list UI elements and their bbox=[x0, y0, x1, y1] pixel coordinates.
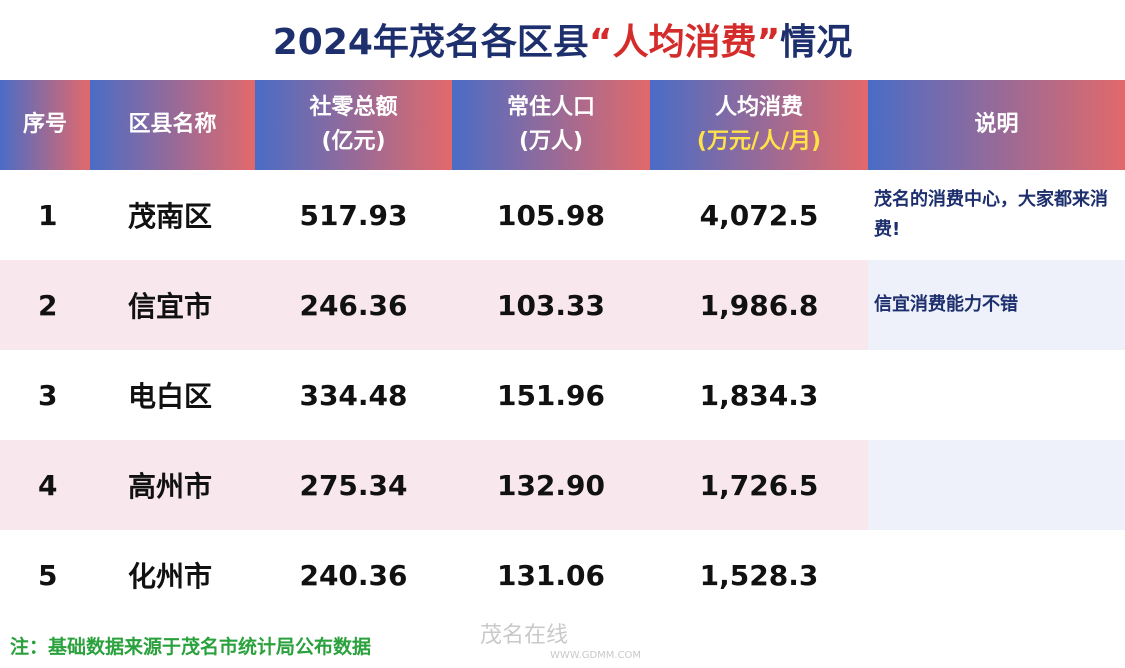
header-cell: 说明 bbox=[868, 80, 1125, 170]
table-row: 5 化州市 240.36 131.06 1,528.3 bbox=[0, 530, 1125, 620]
header-cell: 序号 bbox=[0, 80, 90, 170]
header-label: 序号 bbox=[22, 112, 67, 137]
table-cell: 4 bbox=[0, 440, 90, 530]
table-cell: 105.98 bbox=[496, 198, 606, 232]
header-label: 人均消费 bbox=[714, 95, 803, 120]
table-cell bbox=[868, 440, 1125, 530]
table-cell: 1,986.8 bbox=[650, 260, 868, 350]
header-cell: 常住人口 (万人) bbox=[452, 80, 650, 170]
table-cell: 246.36 bbox=[255, 260, 452, 350]
title-prefix: 2024年茂名各区县 bbox=[272, 22, 589, 63]
table-cell bbox=[868, 350, 1125, 440]
header-label: 说明 bbox=[974, 112, 1019, 137]
note: 注：基础数据来源于茂名市统计局公布数据 bbox=[10, 636, 372, 658]
table-cell: 信宜市 bbox=[90, 260, 255, 350]
header-label: 常住人口 bbox=[506, 95, 595, 120]
table-cell: 茂名的消费中心，大家都来消费! bbox=[868, 170, 1125, 260]
table-row: 4 高州市 275.34 132.90 1,726.5 bbox=[0, 440, 1125, 530]
table-cell: 4,072.5 bbox=[699, 198, 819, 232]
table-cell: 132.90 bbox=[452, 440, 650, 530]
table-cell: 1 bbox=[38, 198, 58, 232]
watermark-url: WWW.GDMM.COM bbox=[550, 650, 642, 661]
header-row: 序号 区县名称 社零总额 (亿元) 常住人口 (万人) 人均消费 (万元/人/月) 说明 bbox=[0, 80, 1125, 170]
table-cell: 5 bbox=[38, 558, 58, 592]
title-highlight: “人均消费” bbox=[588, 22, 781, 63]
table-cell: 高州市 bbox=[90, 440, 255, 530]
table-cell bbox=[868, 530, 1125, 620]
table-cell: 电白区 bbox=[128, 380, 213, 413]
header-unit: (万人) bbox=[518, 129, 584, 154]
table-cell: 2 bbox=[0, 260, 90, 350]
table-cell: 151.96 bbox=[496, 378, 606, 412]
header-cell: 社零总额 (亿元) bbox=[255, 80, 452, 170]
header-cell: 人均消费 (万元/人/月) bbox=[650, 80, 868, 170]
title: 2024年茂名各区县 “人均消费” 情况 bbox=[0, 0, 1125, 78]
table-body: 1 茂南区 517.93 105.98 4,072.5 茂名的消费中心，大家都来消费! 2 信… bbox=[0, 170, 1125, 620]
table-cell: 化州市 bbox=[128, 560, 213, 593]
table: 序号 区县名称 社零总额 (亿元) 常住人口 (万人) 人均消费 (万元/人/月) 说明 1 茂南… bbox=[0, 80, 1125, 620]
table-cell: 240.36 bbox=[299, 558, 408, 592]
watermark-name: 茂名在线 bbox=[480, 623, 569, 648]
table-cell: 3 bbox=[38, 378, 58, 412]
table-cell: 275.34 bbox=[255, 440, 452, 530]
table-cell: 1,834.3 bbox=[699, 378, 819, 412]
header-cell: 区县名称 bbox=[90, 80, 255, 170]
table-cell: 517.93 bbox=[299, 198, 408, 232]
table-row: 3 电白区 334.48 151.96 1,834.3 bbox=[0, 350, 1125, 440]
table-row: 2 信宜市 246.36 103.33 1,986.8 信宜消费能力不错 bbox=[0, 260, 1125, 350]
table-cell: 1,528.3 bbox=[699, 558, 819, 592]
header-label: 社零总额 bbox=[309, 95, 398, 120]
table-cell: 1,726.5 bbox=[650, 440, 868, 530]
watermark: 茂名在线 WWW.GDMM.COM bbox=[480, 623, 642, 666]
table-cell: 334.48 bbox=[299, 378, 408, 412]
header-unit: (亿元) bbox=[321, 129, 386, 154]
table-row: 1 茂南区 517.93 105.98 4,072.5 茂名的消费中心，大家都来消费! bbox=[0, 170, 1125, 260]
title-suffix: 情况 bbox=[780, 22, 853, 63]
table-cell: 信宜消费能力不错 bbox=[868, 260, 1125, 350]
table-cell: 131.06 bbox=[496, 558, 606, 592]
header-unit: (万元/人/月) bbox=[696, 129, 822, 154]
table-cell: 茂南区 bbox=[128, 200, 213, 233]
header-label: 区县名称 bbox=[128, 112, 217, 137]
table-cell: 103.33 bbox=[452, 260, 650, 350]
